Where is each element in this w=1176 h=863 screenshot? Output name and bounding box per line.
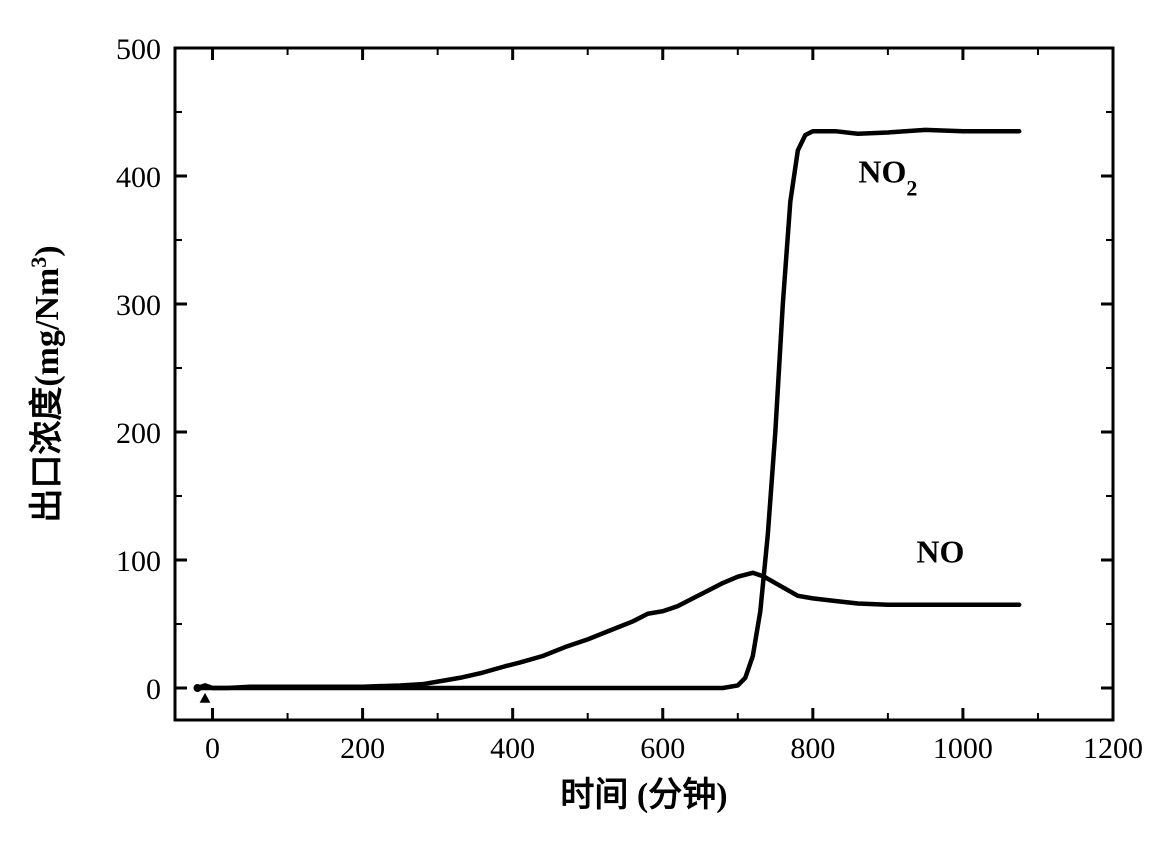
x-tick-label: 1200 (1083, 732, 1143, 765)
y-tick-label: 300 (116, 289, 161, 322)
x-tick-label: 600 (640, 732, 685, 765)
series-label-no: NO (916, 534, 964, 570)
y-tick-label: 100 (116, 545, 161, 578)
y-tick-label: 0 (146, 673, 161, 706)
marker-circle (194, 684, 202, 692)
x-axis-title: 时间 (分钟) (560, 776, 727, 814)
y-axis-title: 出口浓度(mg/Nm3) (26, 245, 67, 522)
x-tick-label: 1000 (933, 732, 993, 765)
chart-container: 0 200 400 600 800 1000 1200 0 100 200 300 400 500 时间 … (0, 0, 1176, 863)
x-tick-label: 0 (205, 732, 220, 765)
y-tick-label: 400 (116, 161, 161, 194)
x-tick-label: 800 (790, 732, 835, 765)
y-tick-label: 500 (116, 33, 161, 66)
x-tick-label: 200 (340, 732, 385, 765)
line-chart: 0 200 400 600 800 1000 1200 0 100 200 300 400 500 时间 … (0, 0, 1176, 863)
x-tick-label: 400 (490, 732, 535, 765)
y-tick-label: 200 (116, 417, 161, 450)
y-axis-title-group: 出口浓度(mg/Nm3) (26, 245, 67, 522)
